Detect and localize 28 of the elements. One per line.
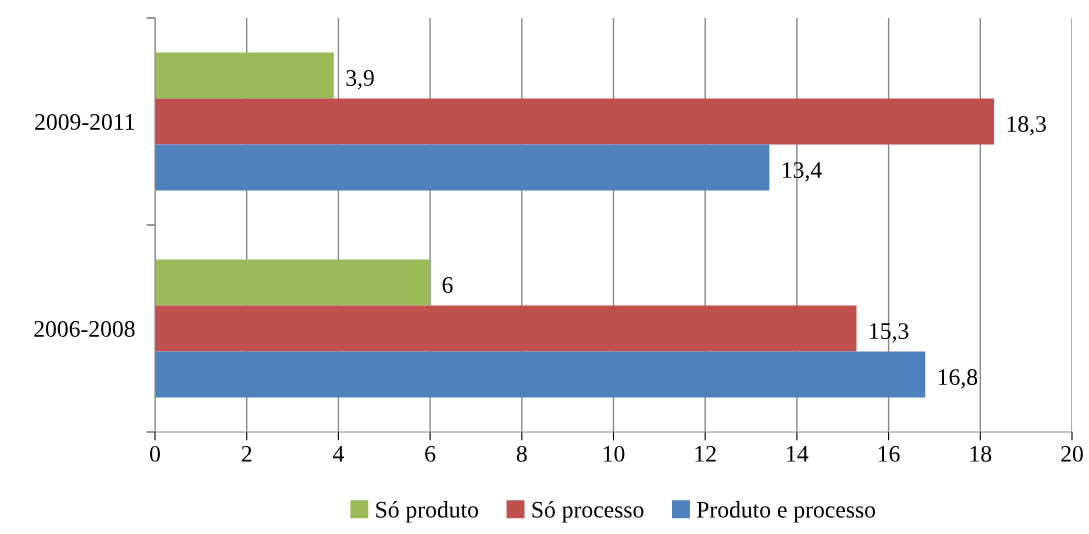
legend-label: Só processo bbox=[532, 501, 644, 523]
data-label: 6 bbox=[442, 277, 453, 293]
x-tick-label: 16 bbox=[878, 445, 900, 462]
legend-label: Produto e processo bbox=[696, 501, 876, 523]
bar bbox=[155, 259, 431, 306]
x-tick-label: 4 bbox=[332, 446, 344, 462]
y-tick-label: 2009-2011 bbox=[35, 113, 135, 130]
data-label: 16,8 bbox=[938, 369, 978, 389]
x-tick-label: 10 bbox=[603, 445, 625, 462]
x-tick-label: 20 bbox=[1061, 445, 1083, 462]
data-label: 13,4 bbox=[782, 162, 822, 182]
x-tick-label: 18 bbox=[970, 445, 992, 462]
data-label: 15,3 bbox=[870, 323, 909, 343]
x-tick-label: 8 bbox=[516, 445, 527, 462]
bar bbox=[155, 351, 926, 398]
x-tick-label: 6 bbox=[425, 445, 436, 462]
bar bbox=[155, 98, 995, 145]
x-tick-label: 12 bbox=[695, 445, 716, 462]
data-label: 3,9 bbox=[346, 70, 374, 90]
x-tick-label: 2 bbox=[241, 445, 252, 462]
x-tick-label: 14 bbox=[787, 445, 809, 462]
bar bbox=[155, 144, 770, 191]
y-tick-label: 2006-2008 bbox=[34, 320, 135, 337]
x-tick-label: 0 bbox=[150, 445, 160, 462]
bar bbox=[155, 52, 334, 99]
bar bbox=[155, 305, 857, 352]
data-label: 18,3 bbox=[1007, 116, 1046, 136]
legend-label: Só produto bbox=[376, 501, 479, 523]
